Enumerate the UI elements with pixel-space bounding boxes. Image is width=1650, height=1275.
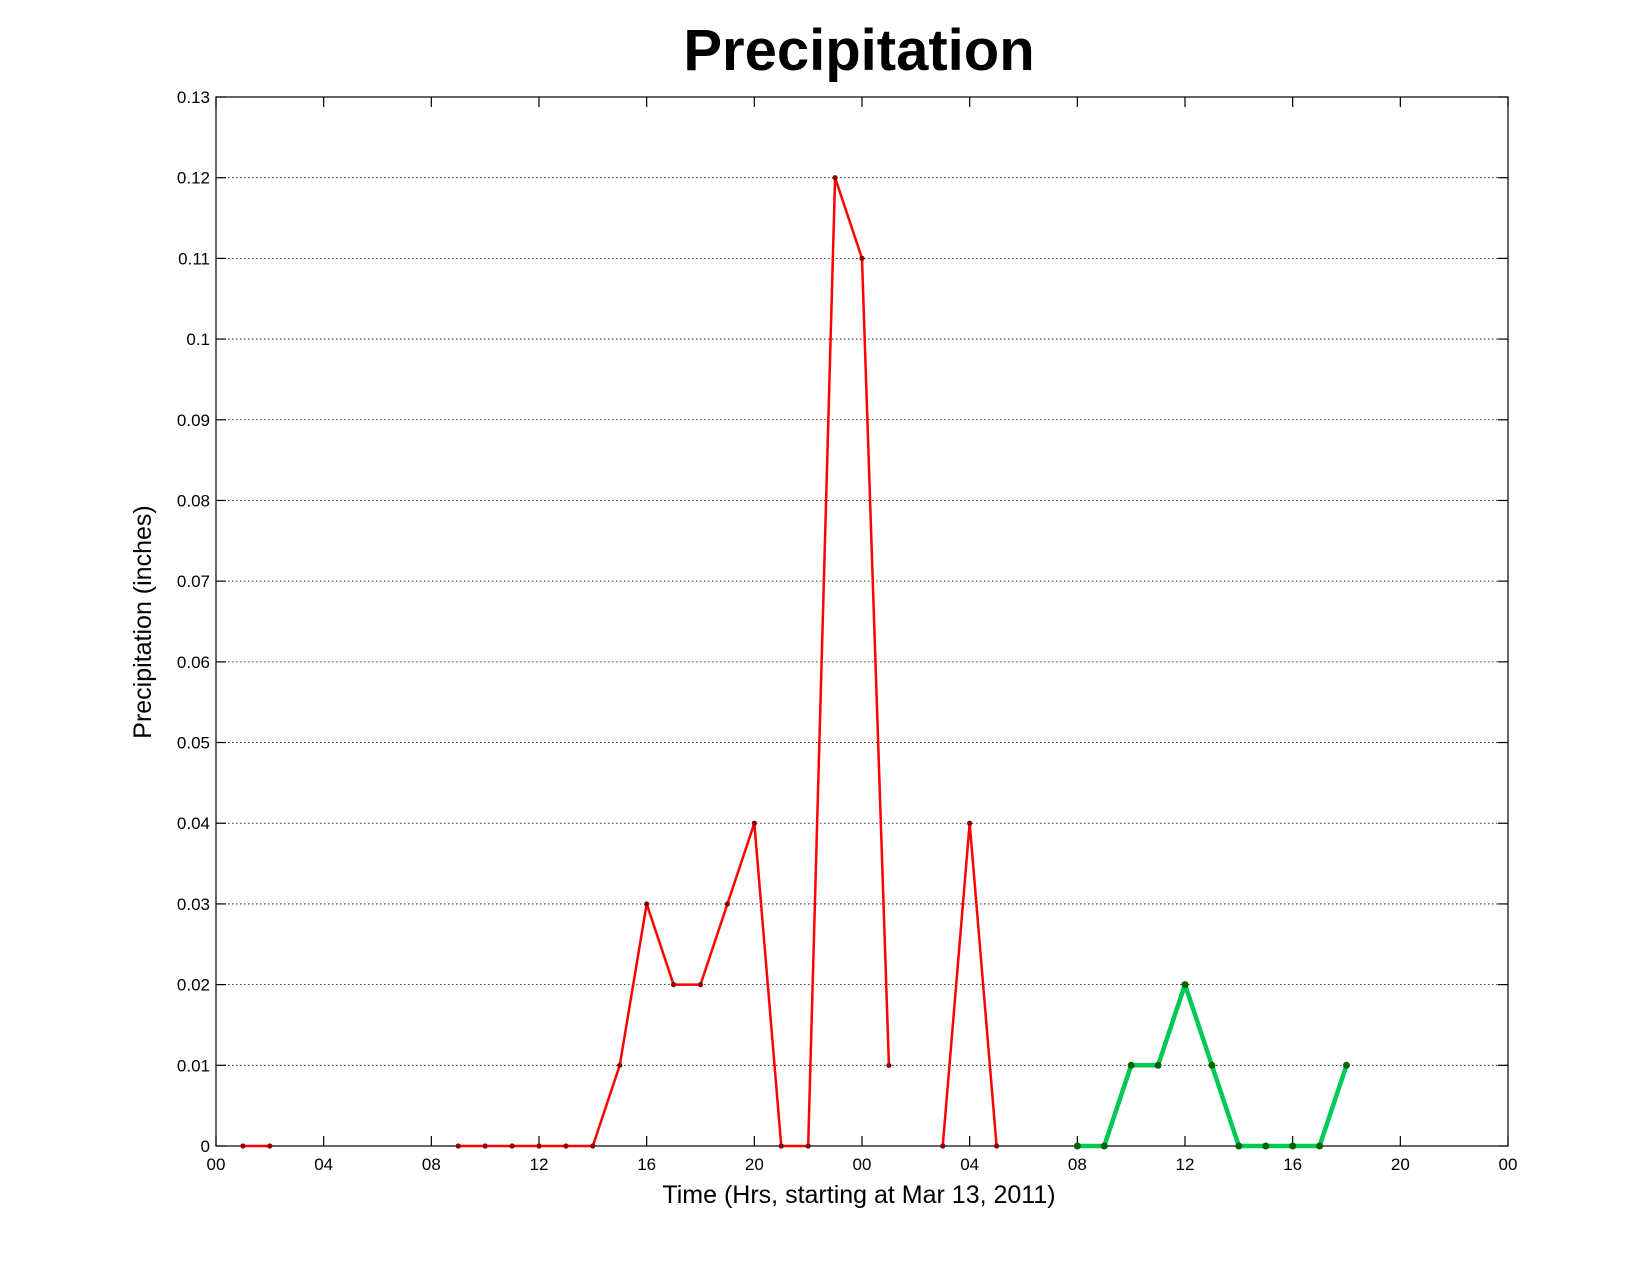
data-point [617, 1062, 623, 1068]
data-point [1181, 981, 1189, 989]
x-tick-label: 16 [1283, 1155, 1302, 1174]
data-point [670, 982, 677, 988]
data-point [1316, 1142, 1324, 1150]
data-point [886, 1062, 892, 1068]
data-point [1343, 1061, 1350, 1069]
data-point [536, 1143, 542, 1149]
data-point [993, 1143, 1000, 1149]
y-tick-label: 0.04 [177, 814, 210, 833]
y-tick-label: 0.13 [177, 88, 210, 107]
y-tick-label: 0.06 [177, 653, 210, 672]
data-point [455, 1143, 461, 1149]
x-tick-label: 08 [1068, 1155, 1087, 1174]
data-point [967, 820, 973, 826]
series-2 [1073, 981, 1350, 1150]
x-tick-label: 12 [1176, 1155, 1195, 1174]
data-point [697, 982, 704, 988]
data-point [1262, 1142, 1270, 1150]
x-tick-label: 20 [745, 1155, 764, 1174]
x-tick-label: 00 [207, 1155, 226, 1174]
data-point [1235, 1142, 1243, 1150]
y-tick-label: 0.11 [178, 249, 210, 268]
y-tick-label: 0.02 [177, 976, 210, 995]
x-tick-label: 16 [637, 1155, 656, 1174]
x-tick-labels: 00 04 08 12 16 20 00 04 08 12 16 20 00 [207, 1155, 1518, 1174]
x-tick-label: 08 [422, 1155, 441, 1174]
data-point [1073, 1142, 1081, 1150]
data-point [778, 1143, 784, 1149]
data-point [644, 901, 650, 907]
data-point [805, 1143, 811, 1149]
x-tick-label: 20 [1391, 1155, 1410, 1174]
y-tick-label: 0.07 [177, 572, 210, 591]
data-point [859, 255, 865, 261]
y-axis-label: Precipitation (inches) [129, 505, 157, 738]
x-axis-label: Time (Hrs, starting at Mar 13, 2011) [662, 1181, 1055, 1209]
x-tick-label: 00 [853, 1155, 872, 1174]
y-tick-label: 0.08 [177, 491, 210, 510]
y-tick-labels: 0 0.01 0.02 0.03 0.04 0.05 0.06 0.07 0.08 0.09 0.1… [177, 88, 210, 1156]
y-tick-label: 0.01 [177, 1056, 210, 1075]
chart-title: Precipitation [683, 18, 1034, 83]
data-point [482, 1143, 488, 1149]
data-point [940, 1143, 946, 1149]
y-tick-label: 0.05 [177, 734, 210, 753]
x-tick-label: 12 [530, 1155, 549, 1174]
data-point [1208, 1061, 1216, 1069]
data-point [1154, 1061, 1162, 1069]
data-point [724, 901, 731, 907]
y-tick-label: 0.12 [177, 169, 210, 188]
x-tick-label: 04 [314, 1155, 333, 1174]
data-point [1289, 1142, 1297, 1150]
x-tick-label: 04 [960, 1155, 979, 1174]
data-point [267, 1143, 273, 1149]
y-tick-label: 0.1 [186, 330, 210, 349]
data-point [1127, 1061, 1135, 1069]
data-point [751, 820, 757, 826]
data-point [563, 1143, 569, 1149]
grid [216, 177, 1508, 1066]
series-1 [240, 175, 1000, 1149]
y-tick-label: 0.09 [177, 411, 210, 430]
data-point [509, 1143, 515, 1149]
data-point [1100, 1142, 1108, 1150]
data-point [590, 1143, 596, 1149]
data-point [832, 175, 838, 181]
data-point [240, 1143, 246, 1149]
y-tick-label: 0.03 [177, 895, 210, 914]
axis-ticks [215, 96, 1509, 1147]
x-tick-label: 00 [1499, 1155, 1518, 1174]
series [240, 175, 1350, 1150]
y-tick-label: 0 [201, 1137, 210, 1156]
